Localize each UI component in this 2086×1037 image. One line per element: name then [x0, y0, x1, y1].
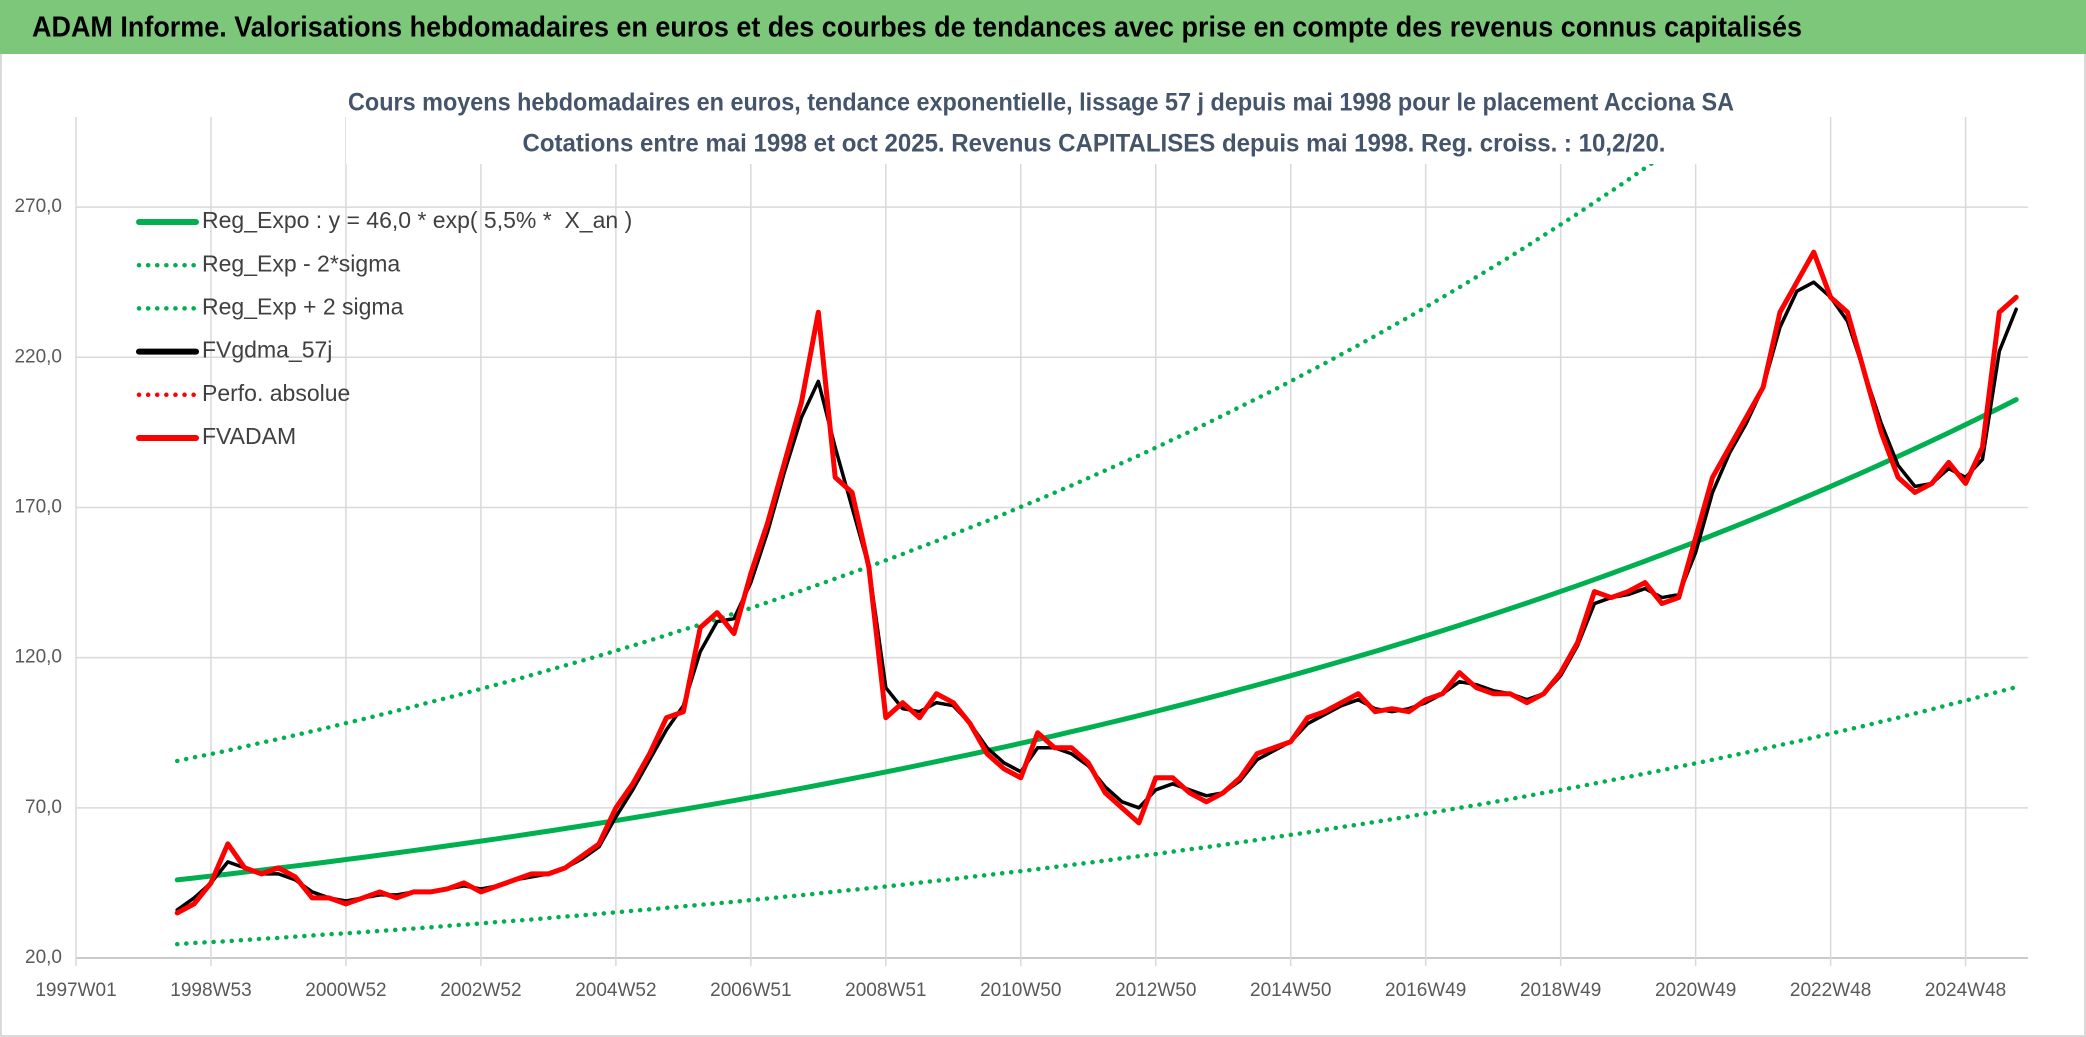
y-tick-label: 70,0 [25, 797, 62, 818]
y-tick-label: 270,0 [14, 196, 62, 217]
legend-label: Reg_Exp - 2*sigma [202, 250, 400, 276]
series-line [174, 397, 2019, 883]
x-tick-label: 2024W48 [1925, 980, 2006, 1001]
grid: 20,0 70,0 120,0 170,0 220,0 270,0 1997W01 1998W… [14, 117, 2028, 1001]
legend-label: Reg_Exp + 2 sigma [202, 293, 404, 319]
x-tick-label: 2020W49 [1655, 980, 1736, 1001]
x-tick-label: 2004W52 [575, 980, 656, 1001]
y-tick-label: 20,0 [25, 947, 62, 968]
x-tick-label: 1998W53 [170, 980, 251, 1001]
chart-title: Cours moyens hebdomadaires en euros, ten… [348, 89, 1734, 117]
x-tick-label: 2006W51 [710, 980, 791, 1001]
x-tick-label: 1997W01 [35, 980, 116, 1001]
legend-label: Reg_Expo : y = 46,0 * exp( 5,5% * X_an ) [202, 207, 632, 233]
x-tick-label: 2012W50 [1115, 980, 1196, 1001]
header-title: ADAM Informe. Valorisations hebdomadaire… [32, 12, 1802, 44]
y-tick-label: 220,0 [14, 346, 62, 367]
x-tick-label: 2016W49 [1385, 980, 1466, 1001]
legend-label: FVADAM [202, 423, 296, 449]
y-tick-label: 170,0 [14, 496, 62, 517]
x-tick-label: 2008W51 [845, 980, 926, 1001]
header-bar [0, 0, 2086, 54]
legend: Reg_Expo : y = 46,0 * exp( 5,5% * X_an )… [136, 207, 632, 449]
x-tick-label: 2018W49 [1520, 980, 1601, 1001]
chart-subtitle: Cotations entre mai 1998 et oct 2025. Re… [523, 130, 1666, 158]
x-tick-label: 2014W50 [1250, 980, 1331, 1001]
x-tick-label: 2000W52 [305, 980, 386, 1001]
legend-label: FVgdma_57j [202, 337, 332, 363]
series-line [174, 249, 2019, 916]
x-tick-label: 2022W48 [1790, 980, 1871, 1001]
y-tick-label: 120,0 [14, 647, 62, 668]
series-line [174, 684, 2019, 947]
title-box [346, 82, 1736, 164]
legend-label: Perfo. absolue [202, 380, 350, 406]
x-tick-label: 2002W52 [440, 980, 521, 1001]
x-tick-label: 2010W50 [980, 980, 1061, 1001]
